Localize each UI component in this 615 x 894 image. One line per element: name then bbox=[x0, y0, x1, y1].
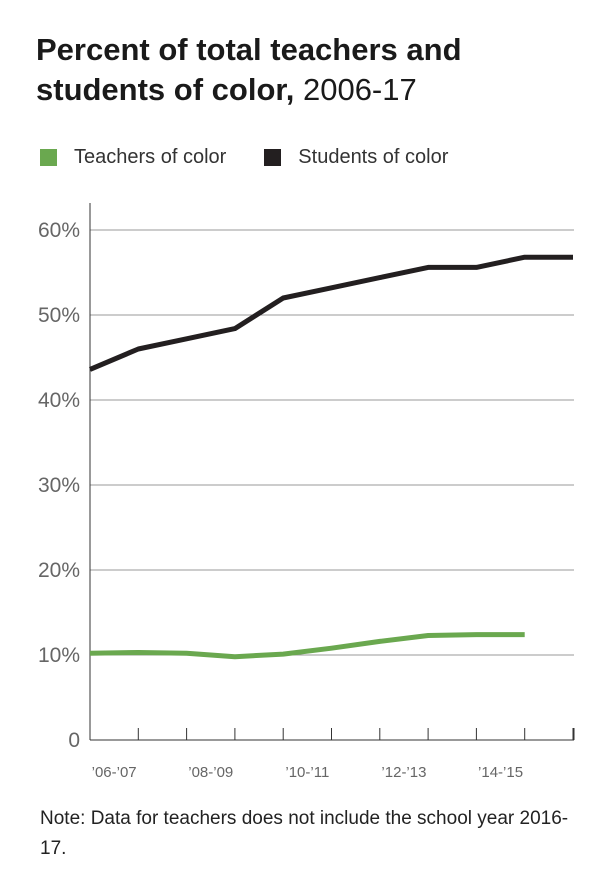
chart-note: Note: Data for teachers does not include… bbox=[40, 808, 569, 859]
y-tick-label: 30% bbox=[38, 474, 80, 497]
legend-item-teachers: Teachers of color bbox=[40, 146, 226, 169]
x-tick-label: ’08-’09 bbox=[188, 764, 233, 781]
chart-title: Percent of total teachers and students o… bbox=[36, 30, 596, 110]
x-tick-label: ’14-’15 bbox=[478, 764, 523, 781]
legend: Teachers of color Students of color bbox=[40, 146, 486, 169]
series-line-students-of-color bbox=[89, 254, 573, 372]
y-tick-label: 0 bbox=[68, 729, 80, 752]
legend-swatch-students bbox=[264, 149, 282, 166]
legend-swatch-teachers bbox=[40, 149, 57, 166]
chart-title-main: Percent of total teachers and students o… bbox=[36, 32, 462, 107]
y-tick-label: 50% bbox=[38, 304, 80, 327]
x-tick-label: ’10-’11 bbox=[285, 764, 329, 781]
y-tick-label: 60% bbox=[38, 219, 80, 242]
y-tick-label: 40% bbox=[38, 389, 80, 412]
legend-label-teachers: Teachers of color bbox=[74, 146, 227, 168]
x-tick-label: ’06-’07 bbox=[92, 764, 137, 781]
chart-title-years: 2006-17 bbox=[294, 72, 417, 107]
legend-item-students: Students of color bbox=[264, 146, 448, 169]
legend-label-students: Students of color bbox=[298, 146, 449, 168]
x-tick-label: ’12-’13 bbox=[381, 764, 426, 781]
y-tick-label: 10% bbox=[38, 644, 80, 667]
y-tick-label: 20% bbox=[38, 559, 80, 582]
series-line-teachers-of-color bbox=[89, 632, 525, 660]
